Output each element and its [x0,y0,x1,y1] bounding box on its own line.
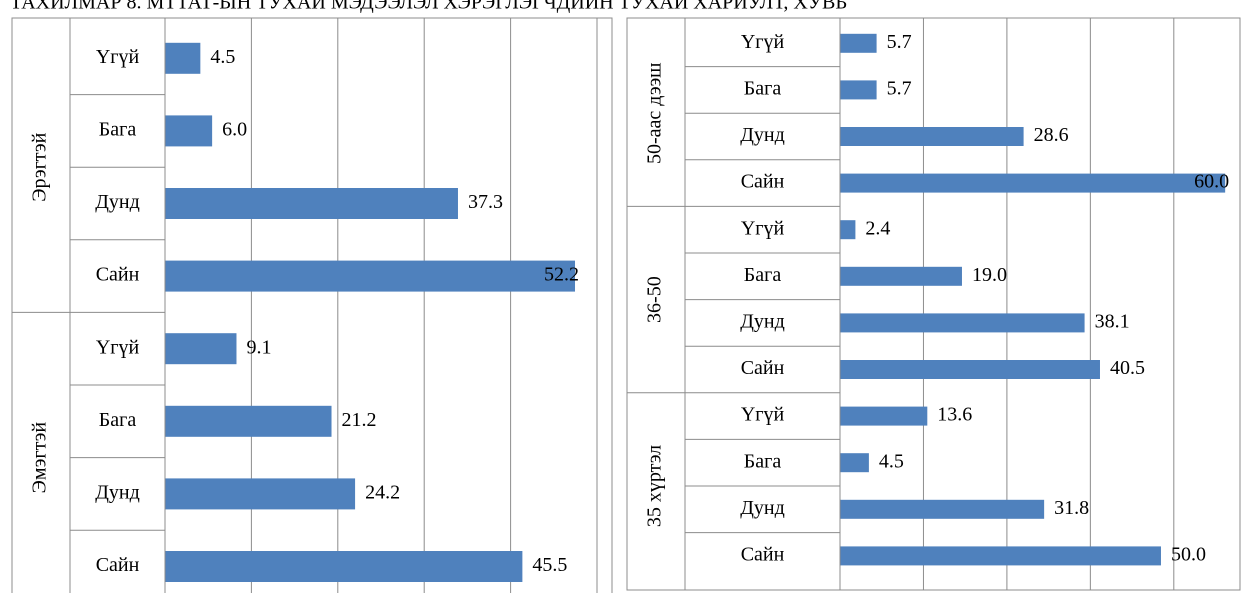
category-label: Бага [99,118,137,140]
value-label: 52.2 [544,264,579,286]
bar [165,333,237,365]
category-label: Дунд [740,310,785,332]
category-label: Сайн [741,543,785,565]
value-label: 5.7 [887,31,912,53]
bar [165,188,458,219]
chart-frame [626,17,1241,591]
value-label: 60.0 [1194,171,1229,193]
group-label: 50-аас дээш [644,62,666,164]
bar [840,406,928,426]
group-label: Эрэгтэй [29,132,51,201]
value-label: 6.0 [222,118,247,140]
bar [165,551,523,582]
category-label: Үгүй [96,46,140,68]
category-label: Үгүй [741,217,785,239]
value-label: 45.5 [532,554,567,576]
category-label: Үгүй [96,336,140,358]
value-label: 37.3 [468,191,503,213]
value-label: 24.2 [365,481,400,503]
category-label: Үгүй [741,404,785,426]
category-label: Үгүй [741,31,785,53]
bar [840,33,877,53]
category-label: Бага [744,450,782,472]
group-label: 36-50 [644,276,666,323]
category-label: Дунд [740,124,785,146]
category-label: Сайн [96,264,140,286]
bar [165,42,201,74]
value-label: 5.7 [887,77,912,99]
bar [165,405,332,437]
value-label: 50.0 [1171,543,1206,565]
page-title: ТАХИЛМАР 8. МТТАТ-ЫН ТУХАЙ МЭДЭЭЛЭЛ ХЭРЭ… [10,0,847,14]
bar [840,453,869,473]
category-label: Бага [744,77,782,99]
bar [840,266,962,286]
bar [840,313,1085,333]
value-label: 2.4 [865,217,890,239]
group-label: Эмэгтэй [29,422,51,494]
bar [840,499,1045,519]
value-label: 9.1 [246,336,271,358]
bar [840,173,1226,193]
category-label: Дунд [95,481,140,503]
category-label: Сайн [741,357,785,379]
bar [840,80,877,100]
bar [165,478,356,510]
value-label: 13.6 [937,404,972,426]
category-label: Дунд [740,497,785,519]
value-label: 40.5 [1110,357,1145,379]
group-label: 35 хүртэл [644,445,666,527]
value-label: 21.2 [342,409,377,431]
bar [165,260,576,292]
category-label: Сайн [96,554,140,576]
category-label: Дунд [95,191,140,213]
category-label: Бага [744,264,782,286]
chart-frame [11,17,613,593]
value-label: 4.5 [210,46,235,68]
value-label: 28.6 [1034,124,1069,146]
bar [165,115,213,147]
bar [840,546,1161,566]
value-label: 31.8 [1054,497,1089,519]
bar [840,127,1024,146]
bar [840,360,1100,379]
category-label: Бага [99,409,137,431]
value-label: 38.1 [1095,310,1130,332]
value-label: 4.5 [879,450,904,472]
bar [840,220,856,240]
value-label: 19.0 [972,264,1007,286]
category-label: Сайн [741,171,785,193]
